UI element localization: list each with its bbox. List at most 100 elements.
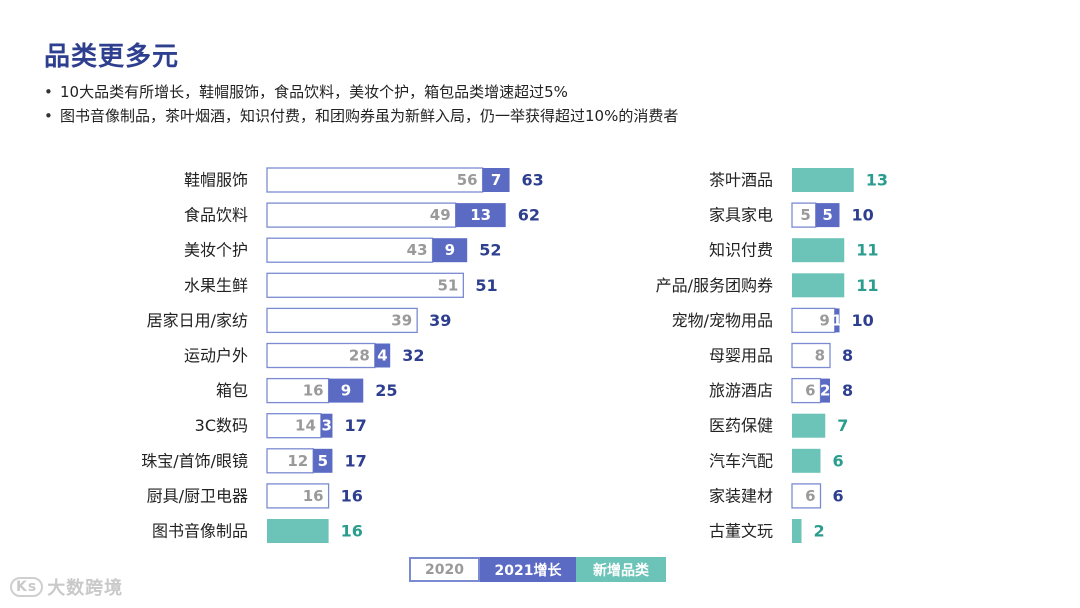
bar-total-label: 10: [852, 206, 874, 225]
bar-total-label: 17: [344, 416, 366, 435]
bar-growth-label: 5: [318, 452, 328, 470]
bar-total-label: 10: [852, 311, 874, 330]
bar-new-category: [792, 273, 845, 298]
bar-total-label: 11: [856, 276, 878, 295]
category-label: 母婴用品: [709, 346, 773, 365]
bar-2020-label: 16: [303, 487, 324, 505]
bar-2021-growth: [432, 238, 468, 263]
category-label: 家具家电: [709, 206, 773, 225]
category-label: 居家日用/家纺: [147, 311, 248, 330]
bar-growth-label: 9: [445, 241, 455, 259]
bar-2021-growth: [328, 378, 364, 403]
bar-2021-growth: [320, 413, 333, 438]
bar-2020-label: 9: [819, 311, 829, 329]
bar-total-label: 7: [837, 416, 848, 435]
bar-total-label: 51: [475, 276, 497, 295]
bar-2020-label: 16: [303, 382, 324, 400]
watermark-logo-icon: Ks: [10, 577, 44, 597]
bar-total-label: 16: [341, 486, 363, 505]
bar-total-label: 6: [833, 451, 844, 470]
bar-new-category: [267, 519, 329, 543]
bar-total-label: 39: [429, 311, 451, 330]
bar-2020-label: 6: [805, 487, 815, 505]
bar-growth-label: 2: [820, 382, 830, 400]
category-label: 医药保健: [709, 416, 773, 435]
bar-new-category: [792, 168, 854, 192]
category-label: 汽车汽配: [709, 451, 773, 470]
bar-2021-growth: [815, 203, 840, 228]
category-label: 食品饮料: [184, 206, 248, 225]
bar-new-category: [792, 238, 845, 263]
category-label: 3C数码: [195, 416, 248, 435]
category-label: 运动户外: [184, 346, 248, 365]
page-title: 品类更多元: [44, 42, 180, 72]
bullet-item: 图书音像制品，茶叶烟酒，知识付费，和团购券虽为新鲜入局，仍一举获得超过10%的消…: [44, 104, 678, 128]
bar-2020: [266, 448, 314, 474]
bar-2020: [266, 237, 434, 263]
legend-2020: 2020: [409, 557, 480, 582]
bar-2020: [266, 483, 330, 509]
bar-2020-label: 49: [430, 206, 451, 224]
bullet-item: 10大品类有所增长，鞋帽服饰，食品饮料，美妆个护，箱包品类增速超过5%: [44, 80, 678, 104]
bar-total-label: 11: [856, 241, 878, 260]
category-label: 厨具/厨卫电器: [147, 486, 248, 505]
bar-new-category: [792, 519, 802, 543]
bar-total-label: 16: [341, 522, 363, 541]
bar-2020-label: 43: [407, 241, 428, 259]
category-label: 茶叶酒品: [709, 171, 773, 190]
legend: 2020 2021增长 新增品类: [409, 557, 666, 582]
bar-total-label: 8: [842, 346, 853, 365]
category-label: 宠物/宠物用品: [672, 311, 773, 330]
bar-2020-label: 56: [457, 171, 478, 189]
category-label: 美妆个护: [184, 241, 248, 260]
bar-growth-label: 13: [470, 206, 491, 224]
category-label: 家装建材: [709, 486, 773, 505]
bullet-list: 10大品类有所增长，鞋帽服饰，食品饮料，美妆个护，箱包品类增速超过5% 图书音像…: [44, 80, 678, 128]
bar-growth-label: 3: [321, 417, 331, 435]
bar-2020: [266, 202, 457, 228]
bar-total-label: 17: [344, 451, 366, 470]
bar-2021-growth: [313, 448, 333, 473]
watermark-text: 大数跨境: [47, 578, 124, 599]
bar-2020: [791, 342, 831, 369]
bar-total-label: 62: [518, 206, 540, 225]
bar-growth-label: 5: [822, 206, 832, 224]
bar-2020-label: 14: [295, 417, 316, 435]
bar-2020-label: 39: [391, 311, 412, 329]
bar-new-category: [792, 448, 821, 473]
category-label: 珠宝/首饰/眼镜: [141, 451, 248, 470]
bar-2021-growth: [834, 308, 840, 333]
bar-2021-growth: [374, 343, 391, 368]
watermark: Ks 大数跨境: [10, 574, 123, 600]
legend-new-category: 新增品类: [576, 557, 666, 582]
bar-total-label: 32: [402, 346, 424, 365]
bar-2020: [791, 377, 822, 404]
bar-2020-label: 5: [800, 206, 810, 224]
category-label: 古董文玩: [709, 522, 773, 541]
category-label: 图书音像制品: [152, 522, 248, 541]
bar-total-label: 8: [842, 381, 853, 400]
category-label: 旅游酒店: [709, 381, 773, 400]
category-label: 知识付费: [709, 241, 773, 260]
bar-total-label: 2: [814, 522, 825, 541]
legend-2021-growth: 2021增长: [480, 557, 576, 582]
bar-2020: [266, 167, 484, 193]
bar-2021-growth: [820, 378, 830, 403]
bar-2020: [266, 342, 376, 369]
bar-total-label: 52: [479, 241, 501, 260]
bar-2020-label: 12: [287, 452, 308, 470]
bar-new-category: [792, 413, 826, 438]
bar-growth-label: 9: [341, 382, 351, 400]
bar-growth-label: 4: [377, 347, 387, 365]
bar-total-label: 63: [522, 171, 544, 190]
bar-2020: [266, 307, 418, 334]
bar-2020: [791, 483, 822, 509]
bar-2020: [266, 272, 465, 298]
bar-2020-label: 51: [437, 276, 458, 294]
category-label: 箱包: [216, 381, 248, 400]
bar-total-label: 6: [833, 486, 844, 505]
bar-growth-label: 1: [832, 311, 842, 329]
bar-total-label: 13: [866, 171, 888, 190]
bar-2021-growth: [455, 203, 506, 228]
